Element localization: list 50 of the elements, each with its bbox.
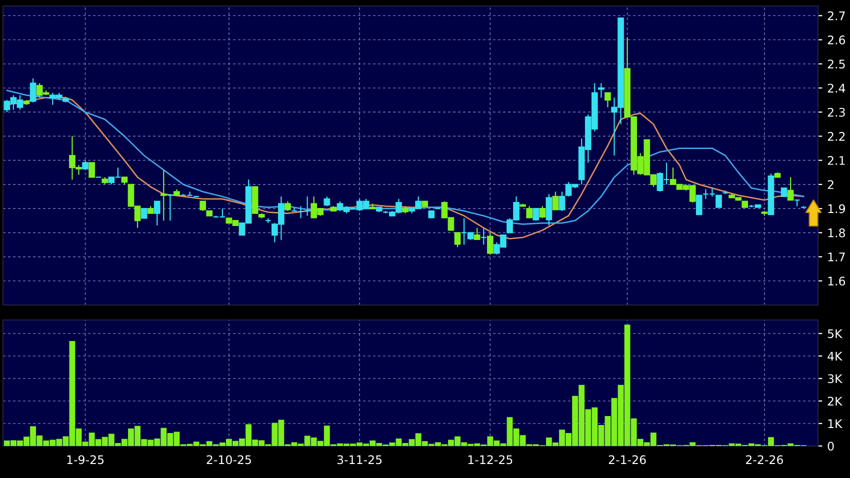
y-tick-label: 1.8 bbox=[828, 228, 845, 238]
y-tick-label: 2 bbox=[828, 180, 834, 189]
y-tick-label: 2.1 bbox=[828, 156, 845, 165]
y-tick-label: 2.6 bbox=[828, 35, 846, 44]
candlestick bbox=[140, 208, 148, 219]
candlestick bbox=[487, 232, 494, 255]
y-tick-label: 4K bbox=[828, 352, 843, 360]
x-tick-label: 2-1-26 bbox=[608, 455, 646, 464]
y-tick-label: 0 bbox=[828, 442, 834, 451]
candlestick bbox=[532, 208, 540, 222]
candlestick bbox=[167, 194, 174, 222]
candlestick bbox=[546, 194, 552, 226]
y-tick-label: 2.5 bbox=[828, 60, 845, 69]
x-tick-label: 1-9-25 bbox=[67, 455, 104, 464]
candlestick bbox=[787, 176, 794, 201]
x-tick-label: 2-2-26 bbox=[746, 455, 783, 464]
y-tick-label: 2.2 bbox=[828, 132, 845, 141]
x-tick-label: 3-11-25 bbox=[337, 455, 382, 464]
candlestick bbox=[526, 206, 533, 219]
candlestick bbox=[154, 200, 160, 226]
x-tick-label: 2-10-25 bbox=[206, 455, 251, 464]
candlestick bbox=[552, 191, 559, 210]
candlestick bbox=[598, 82, 604, 98]
candlestick bbox=[480, 227, 487, 246]
y-tick-label: 2.3 bbox=[828, 108, 845, 117]
x-tick-label: 1-12-25 bbox=[468, 455, 512, 464]
y-tick-label: 2.7 bbox=[828, 11, 845, 20]
candlestick bbox=[539, 206, 546, 219]
candlestick bbox=[160, 169, 167, 222]
y-tick-label: 1.7 bbox=[828, 252, 845, 262]
candlestick bbox=[82, 160, 88, 171]
candlestick bbox=[284, 200, 291, 212]
y-tick-label: 3K bbox=[828, 374, 843, 384]
candlestick bbox=[722, 190, 728, 195]
y-tick-label: 2K bbox=[828, 396, 843, 406]
candlestick bbox=[474, 227, 480, 240]
y-tick-label: 1.9 bbox=[828, 204, 845, 214]
candlestick bbox=[200, 200, 206, 212]
y-tick-label: 1K bbox=[828, 419, 843, 428]
y-tick-label: 2.4 bbox=[828, 84, 846, 92]
candlestick bbox=[604, 92, 611, 108]
y-tick-label: 5K bbox=[828, 329, 843, 338]
candlestick bbox=[454, 232, 461, 248]
candlestick bbox=[558, 191, 566, 212]
candlestick bbox=[716, 194, 722, 208]
candlestick bbox=[696, 194, 702, 216]
candlestick bbox=[324, 196, 330, 207]
candlestick bbox=[30, 78, 36, 104]
candlestick bbox=[88, 162, 95, 178]
y-tick-label: 1.6 bbox=[828, 276, 846, 286]
